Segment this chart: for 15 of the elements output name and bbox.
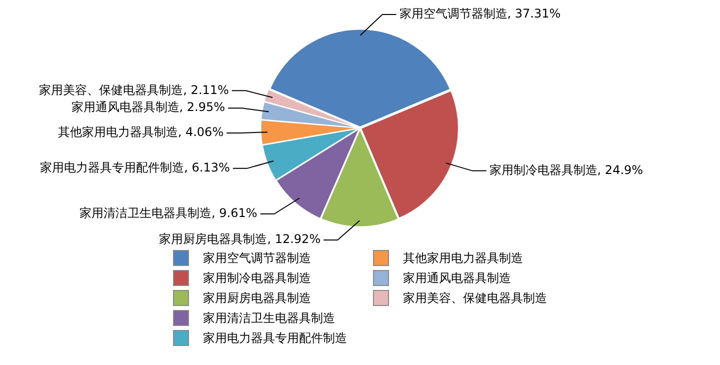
category-label: 其他家用电力器具制造, 4.06% (58, 125, 224, 140)
category-label: 家用制冷电器具制造, 24.9% (489, 162, 644, 177)
category-label: 家用厨房电器具制造, 12.92% (159, 232, 321, 246)
legend-label: 家用空气调节器制造 (203, 250, 311, 266)
legend-label: 家用清洁卫生电器具制造 (203, 310, 335, 326)
category-label: 家用美容、保健电器具制造, 2.11% (39, 82, 229, 97)
legend-label: 家用厨房电器具制造 (203, 290, 311, 306)
category-label: 家用清洁卫生电器具制造, 9.61% (80, 206, 258, 220)
legend-label: 家用美容、保健电器具制造 (403, 290, 547, 306)
category-label: 家用电力器具专用配件制造, 6.13% (40, 160, 230, 175)
legend-label: 家用制冷电器具制造 (203, 270, 311, 286)
legend-label: 家用通风电器具制造 (403, 270, 511, 286)
legend-label: 家用电力器具专用配件制造 (203, 330, 347, 346)
legend-label: 其他家用电力器具制造 (403, 250, 523, 266)
category-label: 家用通风电器具制造, 2.95% (71, 100, 226, 114)
